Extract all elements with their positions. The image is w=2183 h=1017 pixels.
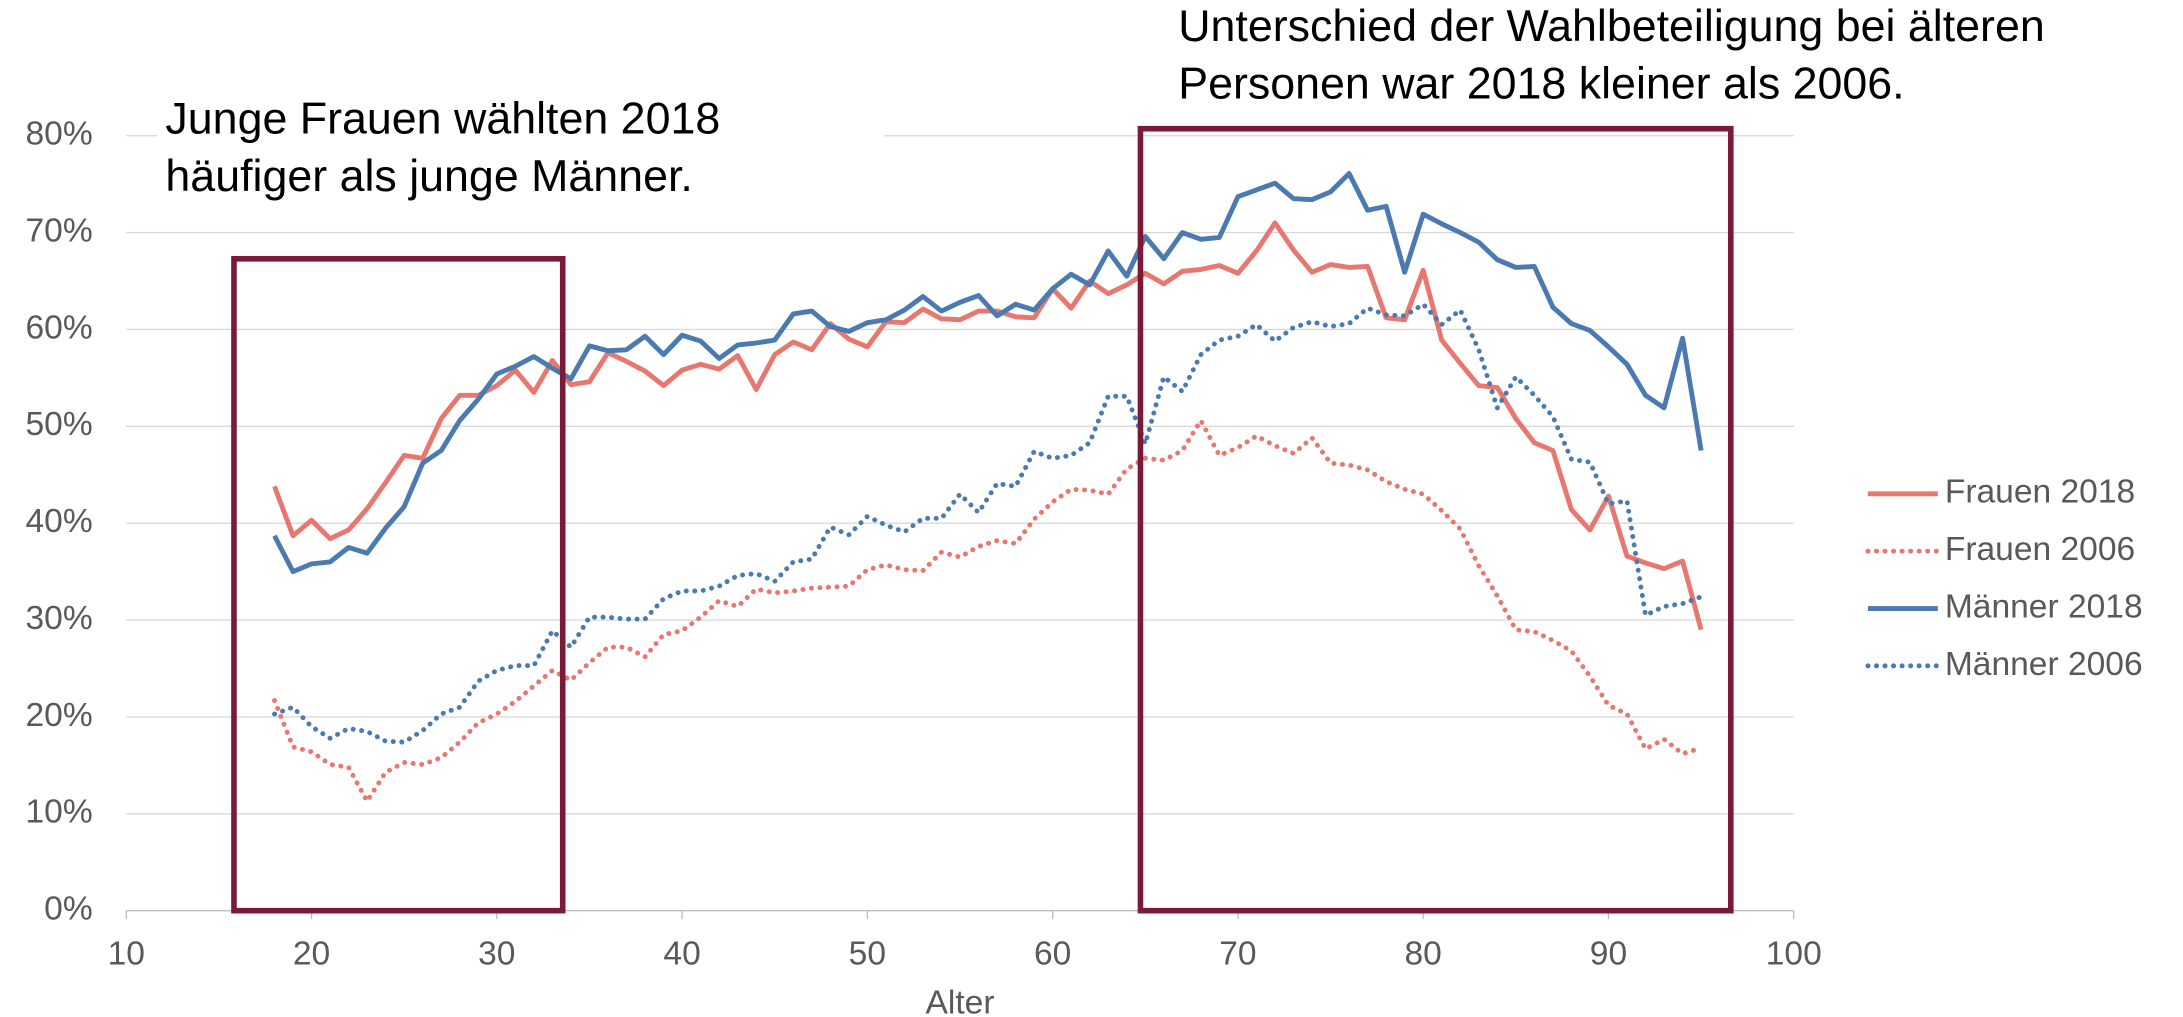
y-tick-label: 0% — [44, 891, 93, 928]
y-tick-label: 20% — [25, 697, 92, 734]
x-tick-label: 50 — [849, 935, 886, 972]
highlight-box — [231, 255, 566, 914]
x-tick-label: 70 — [1219, 935, 1256, 972]
series-line — [272, 418, 1704, 804]
y-tick-label: 50% — [25, 406, 92, 443]
y-tick-label: 70% — [25, 212, 92, 249]
plot — [272, 171, 1704, 804]
legend-label: Männer 2006 — [1945, 646, 2143, 683]
series-line — [272, 301, 1704, 745]
x-axis-label: Alter — [925, 984, 994, 1017]
x-tick-label: 30 — [478, 935, 515, 972]
annotation: Junge Frauen wählten 2018 — [165, 94, 720, 144]
series-line — [272, 220, 1704, 631]
legend-label: Frauen 2018 — [1945, 474, 2135, 511]
x-tick-label: 90 — [1590, 935, 1627, 972]
legend-label: Männer 2018 — [1945, 588, 2143, 625]
series-line — [272, 171, 1704, 575]
annotation-background — [157, 86, 885, 220]
annotation-background — [1168, 0, 2134, 119]
x-tick-label: 100 — [1766, 935, 1822, 972]
y-tick-label: 60% — [25, 309, 92, 346]
annotation: Unterschied der Wahlbeteiligung bei älte… — [1178, 1, 2045, 51]
x-tick-label: 60 — [1034, 935, 1071, 972]
x-tick-label: 80 — [1405, 935, 1442, 972]
x-tick-label: 40 — [663, 935, 700, 972]
y-tick-label: 30% — [25, 600, 92, 637]
y-tick-label: 40% — [25, 503, 92, 540]
grid — [125, 134, 1795, 920]
x-tick-label: 10 — [108, 935, 145, 972]
x-tick-label: 20 — [293, 935, 330, 972]
y-tick-label: 80% — [25, 116, 92, 153]
annotation: Personen war 2018 kleiner als 2006. — [1178, 59, 1904, 109]
legend-label: Frauen 2006 — [1945, 531, 2135, 568]
y-tick-label: 10% — [25, 794, 92, 831]
annotation: häufiger als junge Männer. — [165, 151, 692, 201]
highlight-box — [1137, 125, 1734, 914]
